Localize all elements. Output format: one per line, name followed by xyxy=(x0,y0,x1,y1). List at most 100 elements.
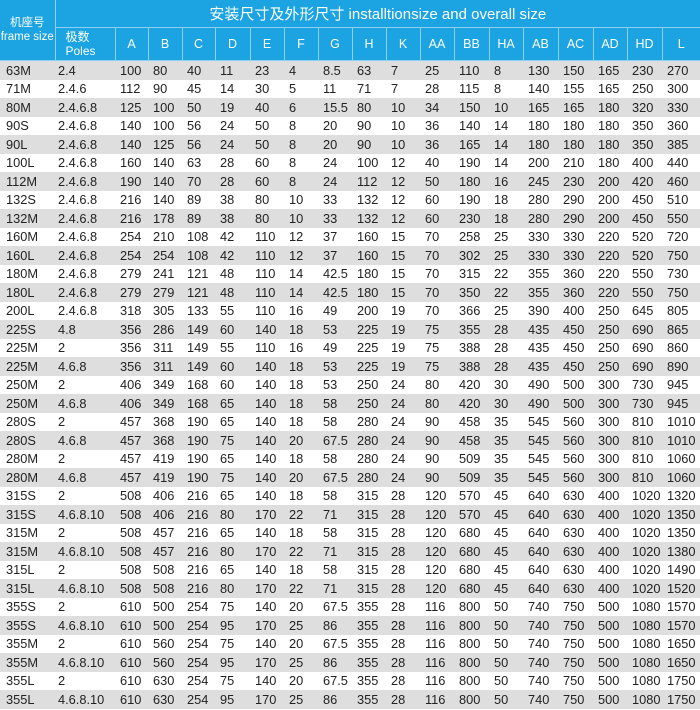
dim-cell-g: 20 xyxy=(318,135,352,154)
table-row: 225M 2 356 311 149 55 110 16 49 225 19 75 388 28 435 45… xyxy=(0,339,700,358)
dim-cell-b: 125 xyxy=(148,135,182,154)
dim-cell-ac: 230 xyxy=(558,172,593,191)
dim-cell-e: 140 xyxy=(250,320,284,339)
dim-cell-a: 508 xyxy=(115,542,148,561)
dim-cell-aa: 120 xyxy=(425,488,447,504)
poles-cell: 2.4.6.8 xyxy=(58,266,98,282)
dim-cell-f: 25 xyxy=(284,690,318,709)
dim-cell-ab: 280 xyxy=(528,192,550,208)
dim-cell-c: 89 xyxy=(187,192,202,208)
dim-cell-h: 112 xyxy=(352,172,386,191)
dim-cell-h: 355 xyxy=(357,636,379,652)
dim-cell-a: 100 xyxy=(115,60,148,80)
dim-cell-ab: 435 xyxy=(528,340,550,356)
dim-cell-ab: 200 xyxy=(528,155,550,171)
dim-cell-hd: 1080 xyxy=(632,636,661,652)
dim-cell-e: 110 xyxy=(255,229,276,245)
dim-cell-bb: 190 xyxy=(459,155,481,171)
dim-cell-l: 1650 xyxy=(667,636,696,652)
poles-cell: 4.6.8 xyxy=(55,468,115,487)
dim-cell-b: 419 xyxy=(148,468,182,487)
dim-cell-g: 49 xyxy=(323,303,338,319)
dim-cell-bb: 388 xyxy=(459,340,481,356)
dim-cell-ha: 35 xyxy=(489,468,523,487)
column-header-c: C xyxy=(181,27,215,61)
dim-cell-ha: 28 xyxy=(489,320,523,339)
dim-cell-ab: 330 xyxy=(523,246,558,265)
dim-cell-ab: 740 xyxy=(528,636,550,652)
dim-cell-b: 311 xyxy=(153,340,174,356)
dim-cell-f: 8 xyxy=(289,155,297,171)
dim-cell-bb: 800 xyxy=(454,690,489,709)
dim-cell-c: 216 xyxy=(187,562,209,578)
table-row: 132M 2.4.6.8 216 178 89 38 80 10 33 132 12 60 230 18 2… xyxy=(0,209,700,228)
dim-cell-b: 368 xyxy=(148,431,182,450)
poles-header: 极数 Poles xyxy=(54,27,115,61)
poles-cell: 2 xyxy=(58,599,66,615)
dim-cell-ab: 180 xyxy=(528,118,550,134)
dim-cell-e: 30 xyxy=(255,81,270,97)
dim-cell-b: 406 xyxy=(153,488,175,504)
dim-cell-h: 132 xyxy=(352,209,386,228)
dim-cell-l: 860 xyxy=(667,340,689,356)
dim-cell-h: 250 xyxy=(352,394,386,413)
dim-cell-b: 178 xyxy=(148,209,182,228)
dim-cell-l: 865 xyxy=(662,320,700,339)
dim-cell-ha: 10 xyxy=(489,98,523,117)
dim-cell-ac: 500 xyxy=(558,394,593,413)
dim-cell-a: 190 xyxy=(115,172,148,191)
dim-cell-ad: 250 xyxy=(593,320,627,339)
frame-size-cell: 225M xyxy=(0,357,55,376)
dim-cell-hd: 400 xyxy=(632,155,654,171)
table-row: 132S 2.4.6.8 216 140 89 38 80 10 33 132 12 60 190 18 2… xyxy=(0,191,700,210)
dim-cell-h: 160 xyxy=(357,229,379,245)
dim-cell-h: 315 xyxy=(357,525,379,541)
dim-cell-ad: 500 xyxy=(593,653,627,672)
dim-cell-c: 63 xyxy=(187,155,202,171)
dim-cell-ha: 45 xyxy=(489,579,523,598)
poles-cell: 2.4.6.8 xyxy=(55,98,115,117)
dim-cell-k: 24 xyxy=(386,431,420,450)
poles-cell: 2.4.6.8 xyxy=(58,155,98,171)
dim-cell-g: 67.5 xyxy=(318,431,352,450)
dim-cell-b: 560 xyxy=(153,636,175,652)
dim-cell-e: 110 xyxy=(250,283,284,302)
dim-cell-hd: 1080 xyxy=(632,673,661,689)
dim-cell-hd: 645 xyxy=(632,303,654,319)
dim-cell-a: 140 xyxy=(120,118,142,134)
dim-cell-ac: 560 xyxy=(558,431,593,450)
dim-cell-ha: 50 xyxy=(489,690,523,709)
dim-cell-h: 315 xyxy=(352,542,386,561)
dim-cell-bb: 800 xyxy=(459,673,481,689)
dim-cell-l: 385 xyxy=(662,135,700,154)
dim-cell-ha: 22 xyxy=(494,266,509,282)
dim-cell-ac: 750 xyxy=(563,636,585,652)
dim-cell-f: 18 xyxy=(289,377,304,393)
dim-cell-ad: 200 xyxy=(598,192,620,208)
dim-cell-b: 90 xyxy=(153,81,168,97)
dim-cell-ha: 50 xyxy=(494,599,509,615)
dim-cell-d: 14 xyxy=(220,81,235,97)
dim-cell-l: 1010 xyxy=(667,414,696,430)
table-row: 355L 4.6.8.10 610 630 254 95 170 25 86 355 28 116 80… xyxy=(0,690,700,709)
frame-size-cell: 315L xyxy=(0,579,55,598)
dim-cell-b: 311 xyxy=(148,357,182,376)
frame-size-cell: 90L xyxy=(0,135,55,154)
dim-cell-ac: 150 xyxy=(558,60,593,80)
dim-cell-ab: 355 xyxy=(523,283,558,302)
dim-cell-f: 22 xyxy=(284,542,318,561)
dim-cell-ab: 740 xyxy=(523,653,558,672)
dim-cell-d: 65 xyxy=(220,451,235,467)
dim-cell-e: 140 xyxy=(250,357,284,376)
dim-cell-l: 945 xyxy=(667,377,689,393)
dim-cell-d: 65 xyxy=(220,562,235,578)
dim-cell-ad: 180 xyxy=(593,135,627,154)
dim-cell-aa: 116 xyxy=(420,653,454,672)
dim-cell-ad: 400 xyxy=(593,579,627,598)
dim-cell-b: 100 xyxy=(148,98,182,117)
dim-cell-ab: 640 xyxy=(528,488,550,504)
dim-cell-bb: 800 xyxy=(459,636,481,652)
dim-cell-ha: 50 xyxy=(489,653,523,672)
dim-cell-ad: 300 xyxy=(593,468,627,487)
